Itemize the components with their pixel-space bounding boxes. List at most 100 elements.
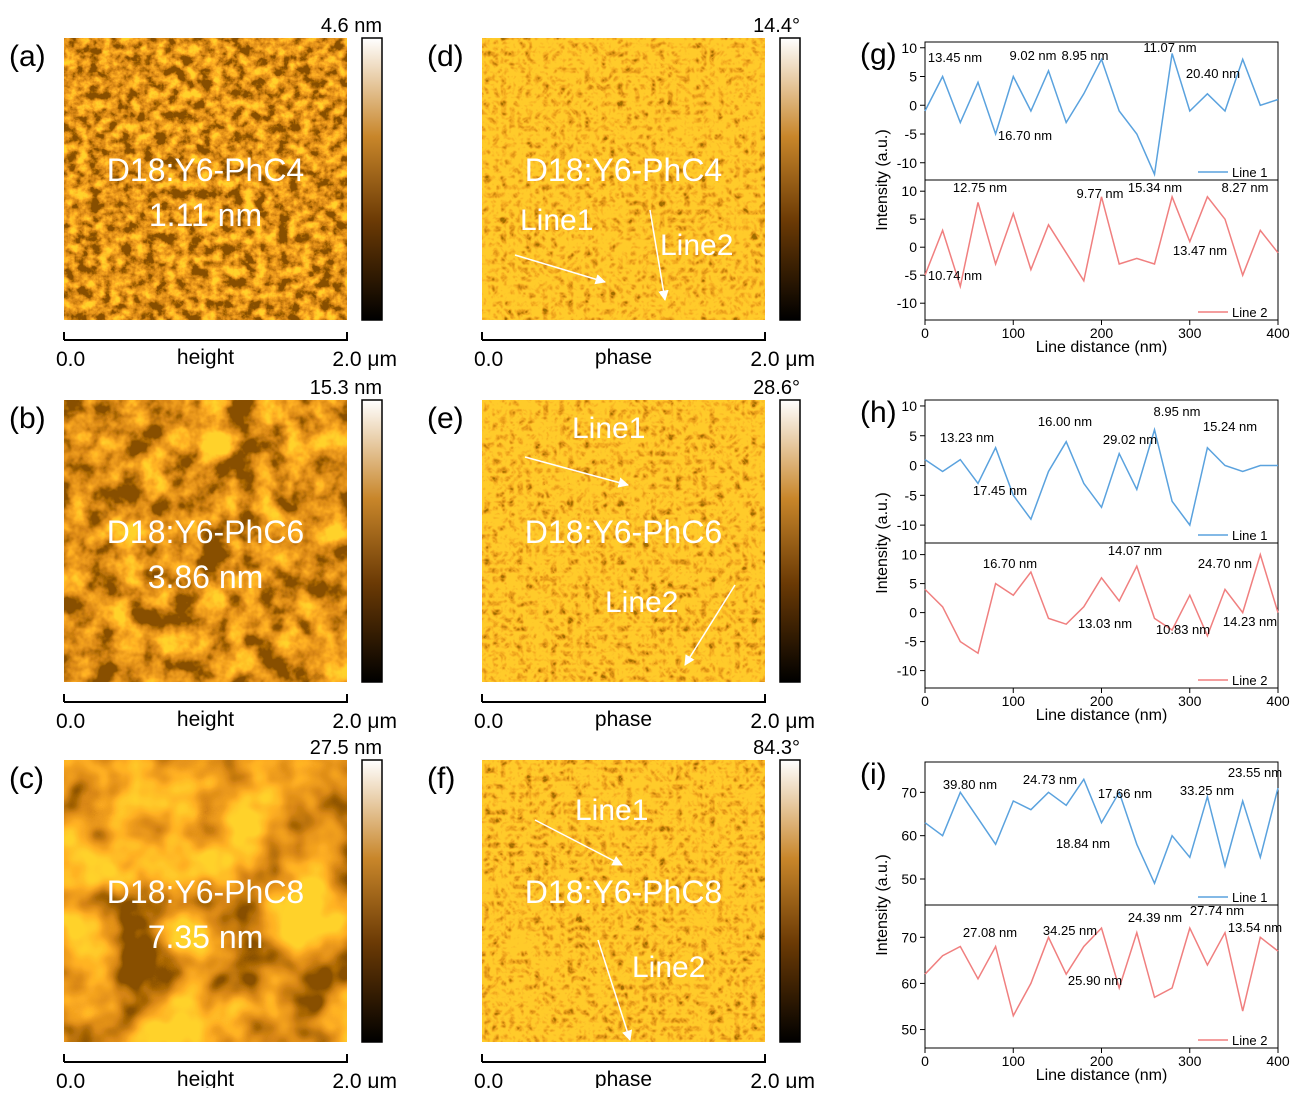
- scale-mode: phase: [595, 346, 652, 369]
- annotation: 12.75 nm: [953, 180, 1007, 195]
- annotation: 13.45 nm: [928, 50, 982, 65]
- x-axis-label: Line distance (nm): [1036, 339, 1168, 356]
- annotation: 11.07 nm: [1143, 40, 1196, 55]
- y-tick-label: -10: [897, 295, 917, 311]
- x-tick-label: 200: [1090, 693, 1114, 709]
- series-line: [924, 426, 1278, 527]
- scale-end: 2.0 μm: [750, 348, 815, 371]
- y-tick-label: 10: [901, 547, 917, 563]
- x-axis-label: Line distance (nm): [1036, 707, 1168, 724]
- colorbar: [361, 759, 383, 1043]
- annotation: 13.03 nm: [1078, 616, 1132, 631]
- afm-image: [482, 38, 765, 320]
- sample-name: D18:Y6-PhC8: [107, 874, 304, 910]
- panel-label: (a): [9, 40, 46, 73]
- scale-bar: [481, 694, 766, 703]
- colorbar: [779, 399, 801, 683]
- scale-start: 0.0: [474, 710, 503, 733]
- annotation: 10.74 nm: [928, 268, 982, 283]
- sample-name: D18:Y6-PhC8: [525, 874, 722, 910]
- annotation: 13.47 nm: [1173, 243, 1227, 258]
- y-tick-label: 60: [901, 975, 917, 991]
- x-tick-label: 300: [1178, 1053, 1202, 1069]
- x-tick-label: 400: [1266, 1053, 1290, 1069]
- x-tick-label: 0: [921, 1053, 929, 1069]
- annotation: 8.27 nm: [1222, 180, 1269, 195]
- y-tick-label: -10: [897, 155, 917, 171]
- y-tick-label: 50: [901, 871, 917, 887]
- legend-label: Line 2: [1232, 1033, 1267, 1048]
- sample-name: D18:Y6-PhC4: [107, 152, 304, 188]
- line-label: Line2: [632, 951, 705, 984]
- y-tick-label: -5: [905, 487, 918, 503]
- annotation: 25.90 nm: [1068, 973, 1122, 988]
- y-tick-label: -10: [897, 663, 917, 679]
- y-tick-label: 0: [909, 605, 917, 621]
- y-tick-label: 70: [901, 929, 917, 945]
- legend-label: Line 1: [1232, 165, 1267, 180]
- afm-image: [482, 400, 765, 682]
- y-tick-label: 70: [901, 784, 917, 800]
- arrow: [597, 939, 633, 1042]
- colorbar: [779, 37, 801, 321]
- panel-label: (f): [427, 762, 455, 795]
- series-line: [924, 777, 1279, 886]
- scale-end: 2.0 μm: [750, 1070, 815, 1088]
- y-axis-label: Intensity (a.u.): [874, 129, 891, 230]
- arrow: [684, 584, 736, 666]
- annotation: 18.84 nm: [1056, 836, 1110, 851]
- colorbar-max: 28.6°: [753, 377, 800, 399]
- panel-label: (e): [427, 402, 464, 435]
- y-tick-label: 10: [901, 398, 917, 414]
- scale-end: 2.0 μm: [332, 1070, 397, 1088]
- scale-end: 2.0 μm: [332, 348, 397, 371]
- scale-mode: phase: [595, 1068, 652, 1088]
- roughness: 3.86 nm: [148, 559, 264, 595]
- afm-image: [64, 38, 347, 320]
- annotation: 17.66 nm: [1098, 786, 1152, 801]
- x-tick-label: 400: [1266, 325, 1290, 341]
- annotation: 14.23 nm: [1223, 614, 1277, 629]
- arrow: [514, 254, 607, 285]
- y-tick-label: 0: [909, 97, 917, 113]
- y-tick-label: 5: [909, 428, 917, 444]
- legend-label: Line 1: [1232, 890, 1267, 905]
- annotation: 15.34 nm: [1128, 180, 1182, 195]
- annotation: 23.55 nm: [1228, 765, 1282, 780]
- scale-bar: [63, 1054, 348, 1063]
- annotation: 16.00 nm: [1038, 414, 1092, 429]
- annotation: 17.45 nm: [973, 483, 1027, 498]
- scale-start: 0.0: [474, 348, 503, 371]
- scale-start: 0.0: [56, 348, 85, 371]
- y-tick-label: 50: [901, 1022, 917, 1038]
- arrow: [534, 819, 623, 866]
- panel-label: (c): [9, 762, 44, 795]
- annotation: 34.25 nm: [1043, 923, 1097, 938]
- annotation: 33.25 nm: [1180, 783, 1234, 798]
- scale-end: 2.0 μm: [750, 710, 815, 733]
- annotation: 27.74 nm: [1190, 903, 1244, 918]
- sample-name: D18:Y6-PhC4: [525, 152, 722, 188]
- y-tick-label: -5: [905, 267, 918, 283]
- line-label: Line1: [520, 204, 593, 237]
- afm-image: [64, 400, 347, 682]
- x-axis-label: Line distance (nm): [1036, 1067, 1168, 1084]
- y-axis-label: Intensity (a.u.): [874, 492, 891, 593]
- scale-mode: height: [177, 708, 234, 731]
- line-label: Line1: [572, 412, 645, 445]
- x-tick-label: 300: [1178, 693, 1202, 709]
- annotation: 16.70 nm: [998, 128, 1052, 143]
- annotation: 9.02 nm: [1010, 48, 1057, 63]
- scale-bar: [63, 694, 348, 703]
- scale-mode: height: [177, 346, 234, 369]
- panel-label: (g): [860, 38, 897, 71]
- y-tick-label: -10: [897, 517, 917, 533]
- scale-bar: [481, 1054, 766, 1063]
- x-tick-label: 400: [1266, 693, 1290, 709]
- legend-label: Line 2: [1232, 305, 1267, 320]
- x-tick-label: 200: [1090, 1053, 1114, 1069]
- annotation: 9.77 nm: [1077, 186, 1124, 201]
- x-tick-label: 0: [921, 693, 929, 709]
- legend-label: Line 1: [1232, 528, 1267, 543]
